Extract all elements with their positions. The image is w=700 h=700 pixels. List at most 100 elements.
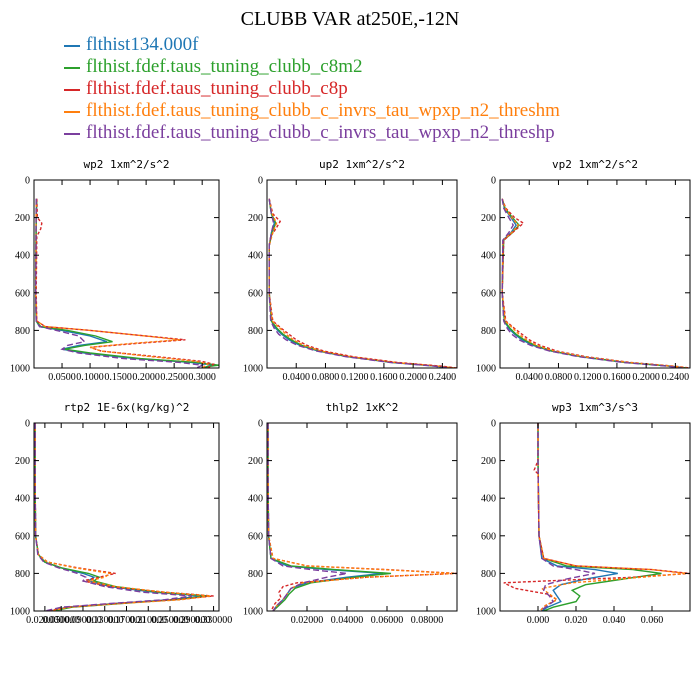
- x-tick-label: 0.1600: [603, 372, 631, 383]
- series-line: [501, 198, 683, 368]
- series-line: [34, 198, 210, 368]
- series-line: [267, 423, 457, 611]
- series-line: [34, 198, 219, 368]
- legend-entry: flthist134.000f: [64, 34, 560, 56]
- y-tick-label: 800: [248, 326, 263, 337]
- series-line: [268, 198, 450, 368]
- x-tick-label: 0.2500: [160, 372, 188, 383]
- x-tick-label: 0.02000: [291, 615, 324, 626]
- x-tick-label: 0.1600: [370, 372, 398, 383]
- x-tick-label: 0.1200: [341, 372, 369, 383]
- x-tick-label: 0.130000: [86, 615, 124, 626]
- panel-6: wp3 1xm^3/s^3 0 200 400 600 800 1000 0.000 0.020…: [476, 401, 691, 626]
- y-tick-label: 0: [491, 419, 496, 430]
- series-group: [501, 198, 690, 368]
- y-tick-label: 1000: [476, 364, 496, 375]
- plot-frame: [33, 422, 220, 612]
- panel-5: thlp2 1xK^2 0 200 400 600 800 1000 0.02000 0.040…: [243, 401, 458, 626]
- series-line: [537, 423, 596, 611]
- x-tick-label: 0.0400: [515, 372, 543, 383]
- legend-swatch: [64, 110, 80, 113]
- x-tick-label: 0.2000: [632, 372, 660, 383]
- legend: flthist134.000f flthist.fdef.taus_tuning_…: [64, 34, 560, 144]
- legend-swatch: [64, 44, 80, 47]
- y-tick-label: 1000: [243, 607, 263, 618]
- legend-label: flthist134.000f: [86, 34, 199, 55]
- y-tick-label: 600: [481, 288, 496, 299]
- y-tick-label: 800: [481, 569, 496, 580]
- x-tick-label: 0.330000: [195, 615, 233, 626]
- series-line: [34, 423, 214, 611]
- series-group: [267, 423, 457, 611]
- plot-frame: [499, 422, 691, 612]
- legend-label: flthist.fdef.taus_tuning_clubb_c_invrs_t…: [86, 122, 555, 143]
- legend-entry: flthist.fdef.taus_tuning_clubb_c_invrs_t…: [64, 122, 560, 144]
- x-tick-label: 0.020: [565, 615, 588, 626]
- y-tick-label: 800: [15, 326, 30, 337]
- x-tick-label: 0.020000: [26, 615, 64, 626]
- panel-3: vp2 1xm^2/s^2 0 200 400 600 800 1000 0.0400 0.08…: [476, 158, 691, 383]
- x-tick-label: 0.170000: [108, 615, 146, 626]
- series-line: [501, 198, 690, 368]
- legend-entry: flthist.fdef.taus_tuning_clubb_c_invrs_t…: [64, 100, 560, 122]
- x-tick-label: 0.1200: [574, 372, 602, 383]
- y-tick-label: 200: [15, 456, 30, 467]
- series-group: [34, 423, 214, 611]
- y-tick-label: 400: [481, 251, 496, 262]
- y-tick-label: 400: [15, 494, 30, 505]
- y-tick-label: 400: [15, 251, 30, 262]
- series-line: [34, 423, 209, 611]
- y-tick-label: 1000: [243, 364, 263, 375]
- y-tick-label: 200: [248, 213, 263, 224]
- panel-title: wp3 1xm^3/s^3: [552, 401, 638, 414]
- x-tick-label: 0.2000: [132, 372, 160, 383]
- y-tick-label: 200: [481, 213, 496, 224]
- y-tick-label: 400: [481, 494, 496, 505]
- series-line: [537, 423, 687, 611]
- series-group: [34, 198, 219, 368]
- legend-label: flthist.fdef.taus_tuning_clubb_c_invrs_t…: [86, 100, 560, 121]
- x-tick-label: 0.0500: [48, 372, 76, 383]
- panel-4: rtp2 1E-6x(kg/kg)^2 0 200 400 600 800 10000.02…: [10, 401, 232, 626]
- series-line: [268, 198, 457, 368]
- y-tick-label: 800: [248, 569, 263, 580]
- x-tick-label: 0.000: [527, 615, 550, 626]
- x-tick-label: 0.040: [603, 615, 626, 626]
- x-tick-label: 0.0400: [282, 372, 310, 383]
- y-tick-label: 0: [258, 176, 263, 187]
- x-tick-label: 0.1000: [76, 372, 104, 383]
- y-tick-label: 600: [248, 531, 263, 542]
- x-tick-label: 0.2000: [399, 372, 427, 383]
- y-tick-label: 0: [25, 176, 30, 187]
- panel-title: rtp2 1E-6x(kg/kg)^2: [64, 401, 190, 414]
- y-tick-label: 0: [25, 419, 30, 430]
- series-line: [34, 423, 203, 611]
- x-tick-label: 0.08000: [411, 615, 444, 626]
- y-tick-label: 600: [15, 288, 30, 299]
- legend-swatch: [64, 88, 80, 91]
- y-tick-label: 600: [481, 531, 496, 542]
- y-tick-label: 200: [481, 456, 496, 467]
- series-line: [267, 423, 456, 611]
- x-tick-label: 0.3000: [188, 372, 216, 383]
- x-tick-label: 0.06000: [371, 615, 404, 626]
- panel-1: wp2 1xm^2/s^2 0 200 400 600 800 1000 0.0500 0.10…: [10, 158, 220, 383]
- panel-title: wp2 1xm^2/s^2: [83, 158, 169, 171]
- x-tick-label: 0.1500: [104, 372, 132, 383]
- legend-label: flthist.fdef.taus_tuning_clubb_c8m2: [86, 56, 363, 77]
- panel-2: up2 1xm^2/s^2 0 200 400 600 800 1000 0.0400 0.08…: [243, 158, 458, 383]
- y-tick-label: 0: [491, 176, 496, 187]
- series-line: [35, 198, 216, 368]
- y-tick-label: 200: [15, 213, 30, 224]
- y-tick-label: 400: [248, 494, 263, 505]
- x-tick-label: 0.0800: [545, 372, 573, 383]
- series-line: [267, 423, 384, 611]
- x-tick-label: 0.210000: [130, 615, 168, 626]
- y-tick-label: 1000: [10, 364, 30, 375]
- plot-frame: [499, 179, 691, 369]
- y-tick-label: 800: [15, 569, 30, 580]
- panel-title: up2 1xm^2/s^2: [319, 158, 405, 171]
- panel-title: vp2 1xm^2/s^2: [552, 158, 638, 171]
- x-tick-label: 0.04000: [331, 615, 364, 626]
